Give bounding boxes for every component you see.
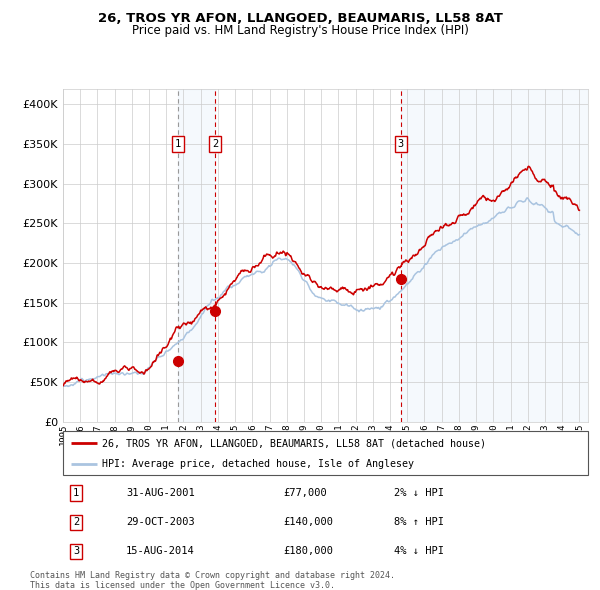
Text: HPI: Average price, detached house, Isle of Anglesey: HPI: Average price, detached house, Isle… [103,459,415,469]
Text: 8% ↑ HPI: 8% ↑ HPI [394,517,444,527]
Text: 2% ↓ HPI: 2% ↓ HPI [394,488,444,498]
Text: £140,000: £140,000 [284,517,334,527]
Text: 29-OCT-2003: 29-OCT-2003 [126,517,195,527]
Bar [401,88,588,422]
Text: 2: 2 [73,517,79,527]
Text: 3: 3 [73,546,79,556]
Text: 15-AUG-2014: 15-AUG-2014 [126,546,195,556]
Text: 4% ↓ HPI: 4% ↓ HPI [394,546,444,556]
Bar [178,88,215,422]
Text: Price paid vs. HM Land Registry's House Price Index (HPI): Price paid vs. HM Land Registry's House … [131,24,469,37]
Text: This data is licensed under the Open Government Licence v3.0.: This data is licensed under the Open Gov… [30,581,335,589]
Text: Contains HM Land Registry data © Crown copyright and database right 2024.: Contains HM Land Registry data © Crown c… [30,571,395,579]
Text: £180,000: £180,000 [284,546,334,556]
Text: 3: 3 [398,139,404,149]
Text: 26, TROS YR AFON, LLANGOED, BEAUMARIS, LL58 8AT: 26, TROS YR AFON, LLANGOED, BEAUMARIS, L… [98,12,502,25]
Text: 26, TROS YR AFON, LLANGOED, BEAUMARIS, LL58 8AT (detached house): 26, TROS YR AFON, LLANGOED, BEAUMARIS, L… [103,438,487,448]
Text: 1: 1 [73,488,79,498]
Text: 1: 1 [175,139,181,149]
FancyBboxPatch shape [63,431,588,475]
Text: £77,000: £77,000 [284,488,327,498]
Text: 2: 2 [212,139,218,149]
Text: 31-AUG-2001: 31-AUG-2001 [126,488,195,498]
